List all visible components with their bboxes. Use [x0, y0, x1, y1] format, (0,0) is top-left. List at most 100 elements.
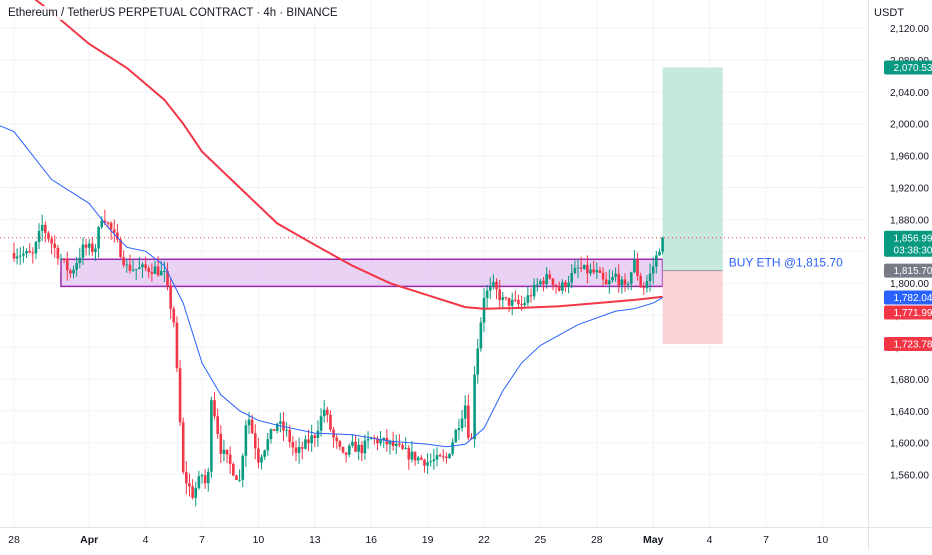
candle-down	[282, 421, 285, 431]
candle-down	[529, 295, 533, 297]
candle-up	[410, 451, 414, 460]
candle-down	[441, 456, 445, 458]
candle-up	[247, 419, 251, 426]
candle-down	[391, 440, 395, 447]
candle-up	[582, 264, 586, 269]
candle-down	[106, 222, 110, 224]
candle-up	[134, 268, 138, 270]
candle-down	[551, 278, 555, 285]
candle-up	[269, 429, 273, 440]
candle-down	[225, 449, 229, 455]
y-tick-label: 1,680.00	[890, 375, 929, 386]
candle-up	[40, 224, 44, 231]
candle-down	[341, 446, 345, 453]
x-tick-label: 22	[478, 534, 490, 546]
candle-down	[623, 279, 627, 285]
candle-down	[175, 322, 179, 369]
x-tick-label: 7	[199, 534, 205, 546]
candle-up	[222, 449, 226, 454]
candle-down	[467, 405, 470, 438]
x-tick-label: Apr	[80, 534, 98, 546]
long-position-tool[interactable]: BUY ETH @1,815.70	[662, 67, 844, 344]
candle-down	[257, 448, 260, 463]
candle-up	[532, 284, 536, 297]
candle-up	[87, 243, 91, 248]
candle-down	[294, 447, 298, 453]
candle-up	[454, 429, 458, 443]
candle-up	[316, 430, 320, 438]
candle-up	[463, 405, 467, 419]
candle-up	[153, 266, 157, 274]
time-axis[interactable]: 28 Apr 4 7 10 13 16 19 22 25 28 May 4 7 10	[0, 527, 932, 547]
candle-down	[344, 452, 348, 455]
candle-down	[579, 267, 583, 269]
candle-up	[589, 269, 592, 274]
candle-up	[479, 322, 483, 349]
price-label-text: 1,782.04	[894, 293, 932, 304]
candle-down	[438, 455, 442, 457]
candle-up	[620, 279, 624, 286]
target-zone	[662, 67, 723, 271]
candle-up	[159, 271, 163, 276]
candle-up	[535, 284, 539, 286]
candle-up	[567, 282, 570, 287]
candle-up	[81, 244, 85, 258]
candle-up	[260, 456, 263, 463]
candle-down	[56, 247, 60, 259]
candle-down	[156, 266, 160, 276]
candle-up	[651, 266, 655, 274]
price-unit-button[interactable]: USDT	[874, 7, 904, 19]
candle-up	[366, 439, 370, 441]
position-label: BUY ETH @1,815.70	[729, 256, 843, 270]
candle-down	[31, 252, 35, 254]
candle-up	[573, 268, 577, 273]
candle-down	[203, 475, 207, 484]
y-tick-label: 1,560.00	[890, 471, 929, 482]
x-tick-label: 28	[8, 534, 20, 546]
candle-down	[228, 454, 232, 464]
candle-down	[272, 429, 276, 431]
candle-up	[357, 444, 360, 452]
candle-up	[125, 264, 129, 266]
candle-up	[416, 457, 420, 461]
candle-up	[510, 299, 514, 306]
candle-up	[460, 418, 464, 429]
candle-down	[188, 483, 191, 487]
price-label-box	[884, 60, 932, 75]
candle-down	[557, 286, 561, 291]
candle-down	[564, 282, 567, 287]
candle-up	[658, 251, 661, 256]
candle-down	[423, 459, 426, 466]
candle-up	[75, 262, 78, 270]
candle-down	[213, 400, 216, 417]
y-tick-label: 1,920.00	[890, 184, 929, 195]
candle-up	[266, 439, 270, 451]
candle-up	[457, 428, 461, 430]
candle-up	[94, 248, 97, 252]
candle-up	[100, 220, 104, 228]
candle-down	[398, 443, 401, 445]
candle-down	[116, 232, 119, 240]
candle-down	[69, 270, 72, 274]
candle-up	[263, 450, 266, 457]
candle-down	[119, 239, 122, 258]
candle-up	[322, 409, 326, 417]
candle-up	[561, 282, 564, 291]
candle-down	[44, 224, 47, 233]
candle-down	[554, 284, 558, 287]
candle-up	[426, 462, 429, 466]
y-tick-label: 2,120.00	[890, 24, 929, 35]
candle-down	[338, 441, 342, 447]
candle-up	[279, 421, 282, 424]
candle-up	[310, 435, 313, 444]
candle-down	[291, 442, 295, 448]
candles	[12, 209, 664, 507]
ma-long-line	[34, 0, 663, 310]
candle-up	[241, 455, 245, 480]
candle-up	[22, 253, 25, 256]
candle-up	[404, 447, 407, 449]
candle-up	[285, 429, 288, 431]
x-tick-label: 4	[707, 534, 713, 546]
